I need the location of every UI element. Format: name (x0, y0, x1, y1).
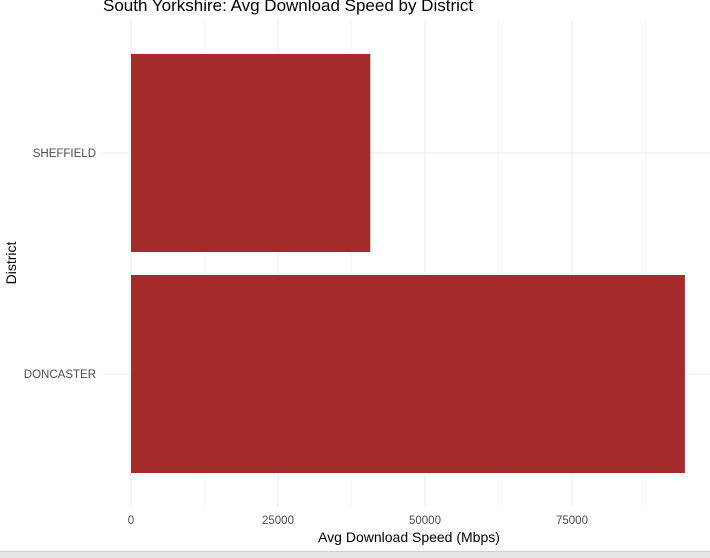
x-tick-label: 50000 (409, 515, 441, 527)
bar-sheffield (131, 54, 371, 252)
y-tick-labels: SHEFFIELD DONCASTER (24, 148, 96, 381)
x-tick-labels: 0 25000 50000 75000 (128, 515, 588, 527)
chart-title: South Yorkshire: Avg Download Speed by D… (103, 0, 473, 15)
window-bottom-edge (0, 551, 710, 558)
bar-doncaster (131, 275, 685, 473)
x-tick-label: 0 (128, 515, 134, 527)
y-tick-label: DONCASTER (24, 369, 96, 381)
y-tick-label: SHEFFIELD (33, 148, 96, 160)
x-axis-title: Avg Download Speed (Mbps) (318, 529, 500, 545)
x-tick-label: 75000 (556, 515, 588, 527)
y-axis-title: District (3, 242, 19, 285)
bars (131, 54, 685, 473)
x-tick-label: 25000 (262, 515, 294, 527)
